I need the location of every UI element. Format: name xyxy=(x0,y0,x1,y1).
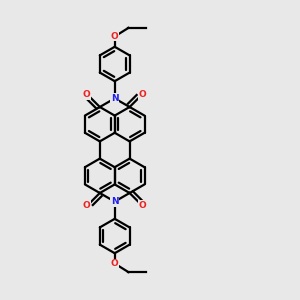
Text: O: O xyxy=(83,201,91,210)
Text: O: O xyxy=(139,201,146,210)
Text: N: N xyxy=(111,94,118,103)
Text: O: O xyxy=(139,90,146,99)
Text: O: O xyxy=(111,259,119,268)
Text: O: O xyxy=(111,32,119,41)
Text: N: N xyxy=(111,197,118,206)
Text: O: O xyxy=(83,90,91,99)
